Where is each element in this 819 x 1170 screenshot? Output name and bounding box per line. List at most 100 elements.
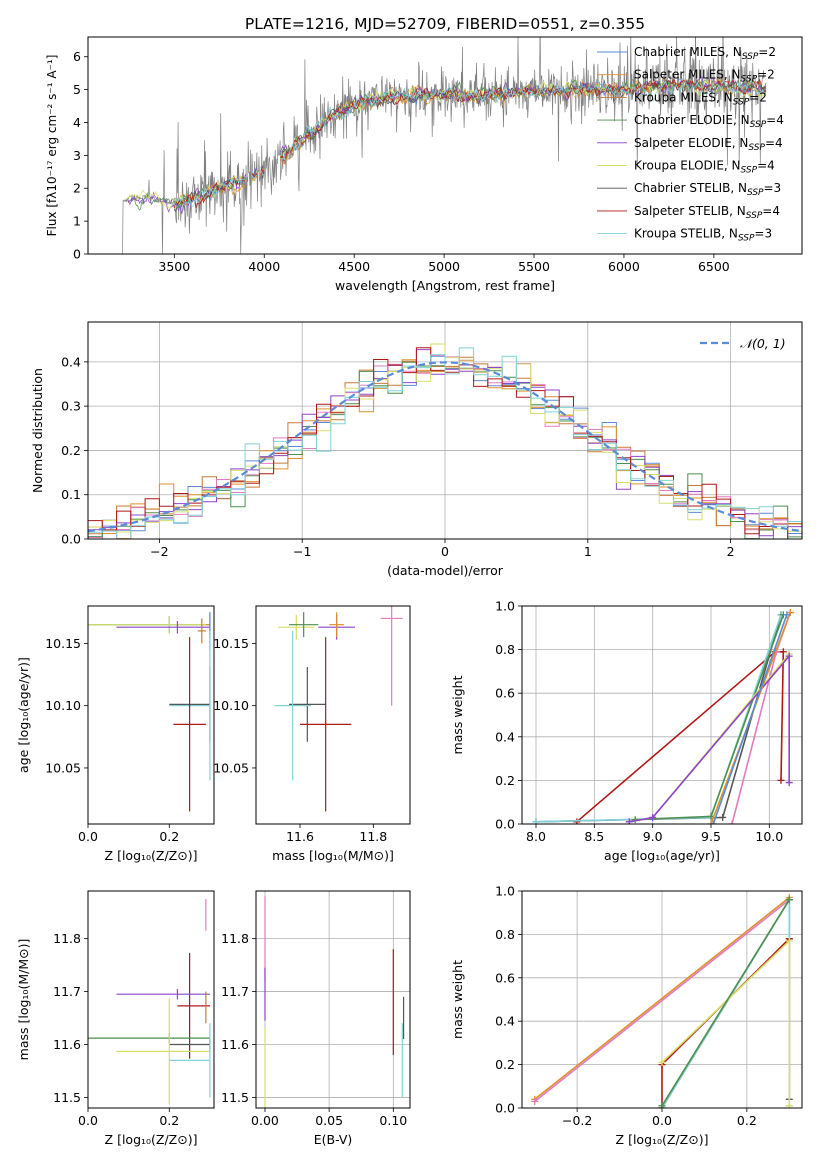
data-point-marker <box>709 820 717 824</box>
axes-frame <box>521 890 803 1109</box>
legend-label-main: Chabrier MILES, N <box>634 45 742 59</box>
legend-label: Kroupa MILES, NSSP=2 <box>634 90 767 107</box>
x-tick-label: 0.0 <box>652 1113 672 1128</box>
data-point-marker <box>707 820 715 824</box>
panel-4: 11.6 11.8 10.05 10.10 10.15 mass [log₁₀(M/M⊙)… <box>213 605 411 863</box>
legend-label-main: Salpeter ELODIE, N <box>634 136 748 150</box>
y-tick-label: 1 <box>73 214 81 229</box>
histogram-step <box>88 347 802 539</box>
y-axis-label: age [log₁₀(age/yr)] <box>16 657 31 773</box>
mass-weight-line <box>535 614 782 823</box>
y-tick-label: 11.8 <box>53 931 81 946</box>
data-point-marker <box>532 818 540 824</box>
y-tick-label: 11.6 <box>53 1037 81 1052</box>
legend-label-sub: SSP <box>741 75 758 85</box>
x-tick-label: 1 <box>584 544 592 559</box>
plot-area <box>264 896 405 1108</box>
y-tick-label: 11.8 <box>221 931 249 946</box>
x-tick-label: 0.00 <box>251 1113 279 1128</box>
histogram-step <box>88 343 802 533</box>
y-tick-label: 0.4 <box>495 1014 515 1029</box>
y-axis-label: mass weight <box>450 960 465 1039</box>
y-tick-label: 0.0 <box>495 817 515 832</box>
model-spectrum-line <box>126 77 767 210</box>
legend-label-suffix: =3 <box>764 181 782 195</box>
x-tick-label: 8.5 <box>584 829 604 844</box>
legend-label-suffix: =4 <box>757 159 775 173</box>
x-axis-label: Z [log₁₀(Z/Z⊙)] <box>616 1132 709 1147</box>
axes-frame <box>255 890 411 1109</box>
mass-weight-line <box>661 939 791 1106</box>
mass-weight-line <box>661 899 790 1107</box>
y-tick-label: 0.4 <box>61 354 81 369</box>
y-tick-label: 0.3 <box>61 399 81 414</box>
legend-label-main: Kroupa MILES, N <box>634 90 733 104</box>
x-tick-label: 4000 <box>248 259 280 274</box>
x-tick-label: −2 <box>150 544 168 559</box>
legend-label-main: Kroupa ELODIE, N <box>634 159 741 173</box>
mass-weight-line <box>712 614 788 824</box>
legend-label-main: Chabrier STELIB, N <box>634 181 747 195</box>
y-tick-label: 10.10 <box>45 698 81 713</box>
data-point-marker <box>649 813 657 821</box>
normal-curve <box>88 361 802 533</box>
y-tick-label: 11.5 <box>221 1090 249 1105</box>
x-tick-label: 4500 <box>338 259 370 274</box>
legend-label: 𝒩(0, 1) <box>740 336 786 351</box>
x-tick-label: −0.2 <box>562 1113 592 1128</box>
figure-title: PLATE=1216, MJD=52709, FIBERID=0551, z=0… <box>245 15 645 33</box>
x-axis-label: Z [log₁₀(Z/Z⊙)] <box>105 1132 198 1147</box>
x-axis-label: wavelength [Angstrom, rest frame] <box>335 278 555 293</box>
x-tick-label: 3500 <box>158 259 190 274</box>
legend-label-main: Salpeter STELIB, N <box>634 204 746 218</box>
legend-label-main: Salpeter MILES, N <box>634 68 741 82</box>
data-point-marker <box>783 611 791 619</box>
y-tick-label: 1.0 <box>495 599 515 614</box>
legend-label-sub: SSP <box>741 166 758 176</box>
axes-frame <box>87 605 215 825</box>
y-tick-label: 11.7 <box>53 984 81 999</box>
plot-area <box>88 343 802 539</box>
x-tick-label: 8.0 <box>526 829 546 844</box>
y-tick-label: 11.5 <box>53 1090 81 1105</box>
y-tick-label: 0.2 <box>495 1057 515 1072</box>
axes-frame <box>255 605 411 825</box>
data-point-marker <box>531 1097 539 1105</box>
y-axis-label: Flux [fλ10⁻¹⁷ erg cm⁻² s⁻¹ A⁻¹] <box>45 55 59 237</box>
x-tick-label: 0.2 <box>737 1113 757 1128</box>
data-point-marker <box>719 813 727 821</box>
mass-weight-line <box>661 938 790 1108</box>
x-tick-label: 11.6 <box>286 829 314 844</box>
plot-area <box>274 606 403 812</box>
legend-label-sub: SSP <box>746 211 763 221</box>
mass-weight-line <box>535 614 782 823</box>
x-tick-label: 0.05 <box>315 1113 343 1128</box>
x-tick-label: 5500 <box>518 259 550 274</box>
plot-area <box>531 894 793 1108</box>
legend-label: Kroupa ELODIE, NSSP=4 <box>634 159 775 176</box>
mass-weight-line <box>629 653 790 823</box>
x-tick-label: 0.0 <box>78 1113 98 1128</box>
model-spectrum-line <box>126 76 767 214</box>
legend-label: Chabrier MILES, NSSP=2 <box>634 45 776 62</box>
mass-weight-line <box>534 899 790 1103</box>
x-tick-label: 10.0 <box>755 829 783 844</box>
panel-1: 3500 4000 4500 5000 5500 6000 6500 0 1 2 3 4 5 6 wavel… <box>45 36 803 293</box>
y-tick-label: 10.15 <box>213 636 249 651</box>
y-tick-label: 3 <box>73 148 81 163</box>
x-tick-label: 6500 <box>698 259 730 274</box>
legend-label-sub: SSP <box>733 97 750 107</box>
y-tick-label: 1.0 <box>495 884 515 899</box>
x-tick-label: 5000 <box>428 259 460 274</box>
y-tick-label: 0.0 <box>61 532 81 547</box>
plot-area <box>120 37 767 254</box>
x-axis-label: Z [log₁₀(Z/Z⊙)] <box>105 848 198 863</box>
legend-label-main: Kroupa STELIB, N <box>634 227 738 241</box>
legend-label-sub: SSP <box>742 52 759 62</box>
legend-label: Salpeter ELODIE, NSSP=4 <box>634 136 783 153</box>
data-point-marker <box>625 818 633 824</box>
legend-label-sub: SSP <box>750 120 767 130</box>
data-point-marker <box>777 776 785 784</box>
y-tick-label: 5 <box>73 82 81 97</box>
